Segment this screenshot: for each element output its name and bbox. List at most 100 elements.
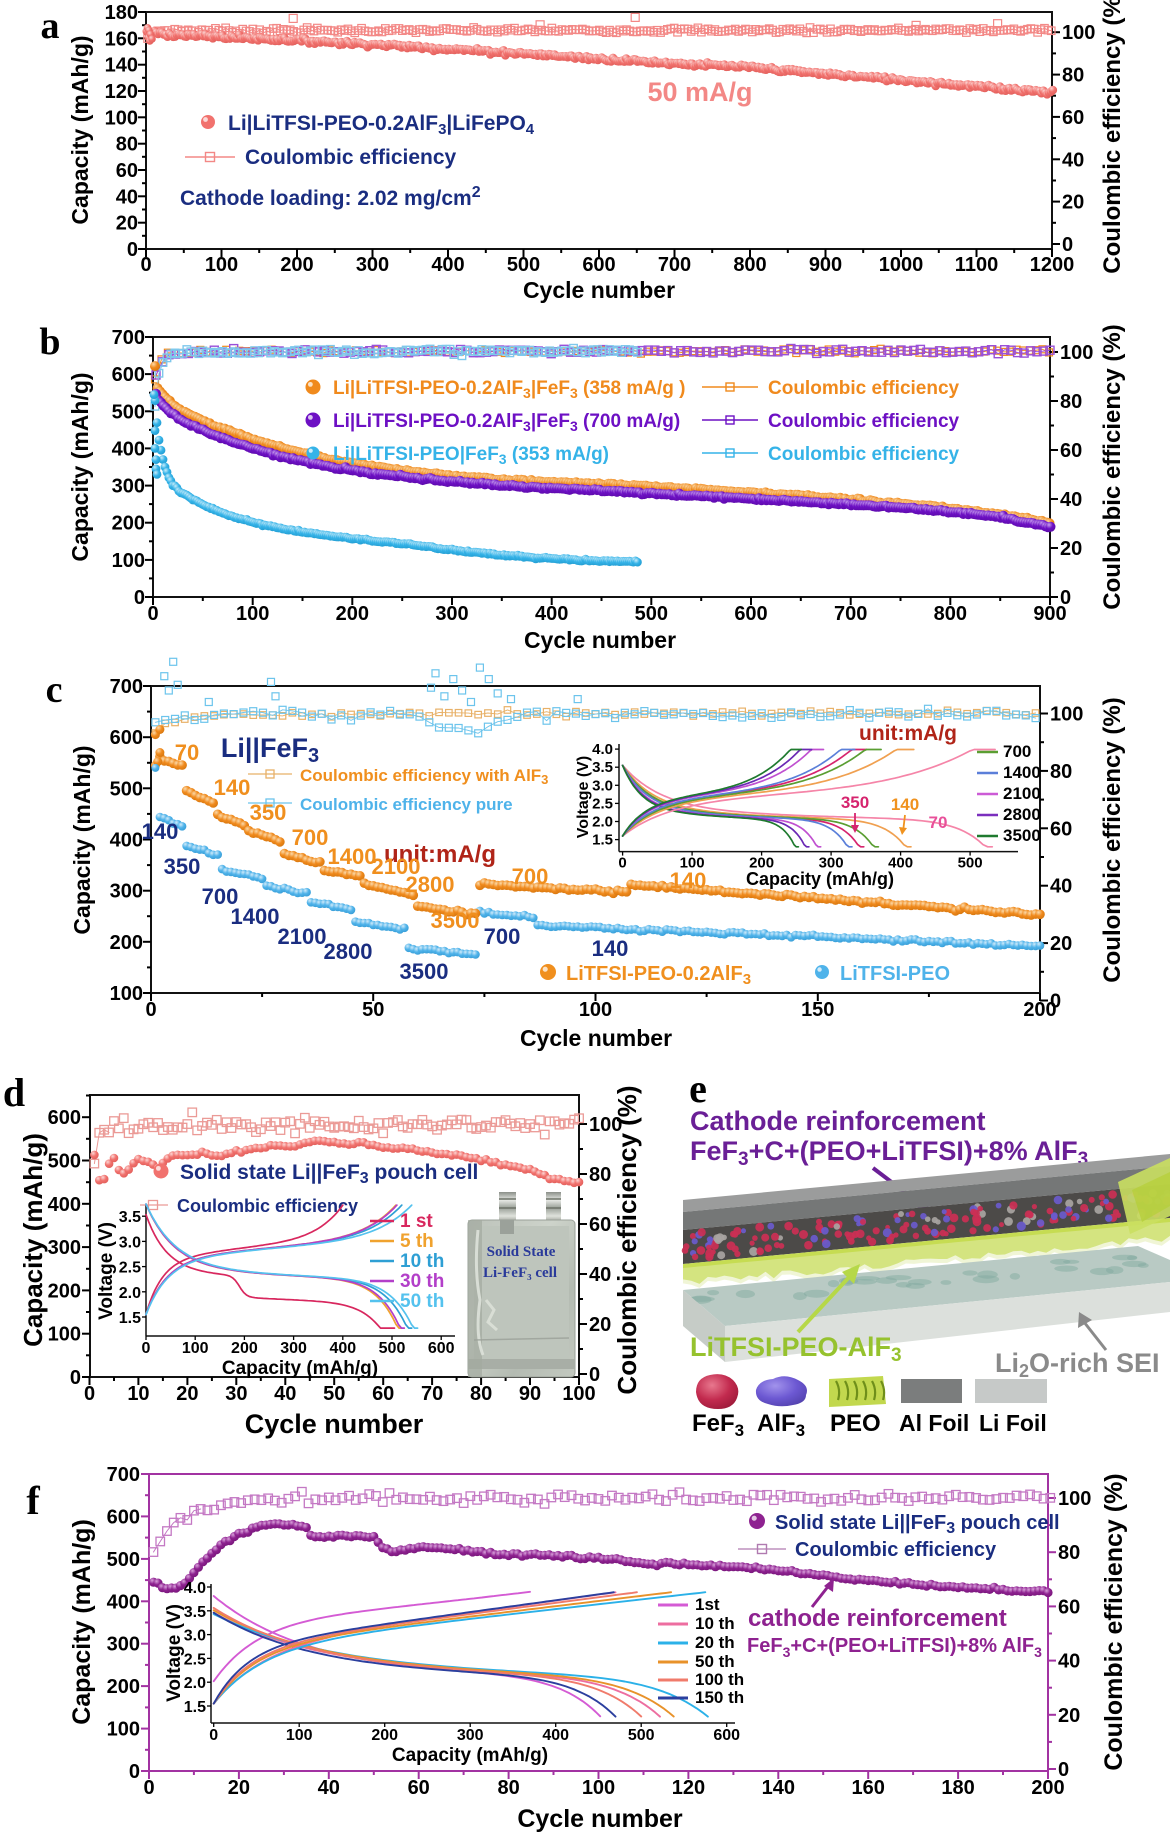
svg-text:Cycle number: Cycle number [517,1805,683,1833]
svg-text:20: 20 [589,1314,611,1336]
svg-text:60: 60 [116,160,138,182]
svg-text:160: 160 [852,1777,885,1799]
svg-text:300: 300 [819,855,844,872]
svg-text:Li|LiTFSI-PEO|FeF3 (353 mA/g): Li|LiTFSI-PEO|FeF3 (353 mA/g) [333,444,609,467]
svg-text:Li|LiTFSI-PEO-0.2AlF3|LiFePO4: Li|LiTFSI-PEO-0.2AlF3|LiFePO4 [228,112,535,138]
svg-text:e: e [689,1066,707,1111]
svg-text:Cycle number: Cycle number [245,1409,424,1439]
svg-text:Coulombic efficiency (%): Coulombic efficiency (%) [1099,0,1126,274]
svg-text:Solid State: Solid State [487,1244,556,1260]
svg-text:400: 400 [110,830,143,852]
svg-text:200: 200 [112,513,145,535]
svg-text:20: 20 [116,213,138,235]
svg-text:700: 700 [202,884,239,909]
svg-text:140: 140 [592,936,629,961]
svg-text:Cathode reinforcement: Cathode reinforcement [690,1106,986,1136]
svg-text:900: 900 [1033,603,1066,625]
svg-text:100: 100 [112,550,145,572]
svg-text:100 th: 100 th [695,1670,744,1689]
svg-text:100: 100 [579,999,612,1021]
svg-text:40: 40 [116,186,138,208]
svg-text:Solid state Li||FeF3 pouch cel: Solid state Li||FeF3 pouch cell [775,1512,1060,1537]
svg-text:60: 60 [408,1777,430,1799]
svg-text:2.5: 2.5 [184,1651,206,1668]
svg-text:Coulombic efficiency: Coulombic efficiency [768,444,960,465]
svg-text:0: 0 [147,603,158,625]
svg-text:400: 400 [431,254,464,276]
svg-text:10 th: 10 th [695,1614,735,1633]
svg-text:70: 70 [175,740,199,765]
svg-text:800: 800 [934,603,967,625]
svg-text:Cycle number: Cycle number [520,1025,672,1051]
svg-text:20: 20 [1062,192,1084,214]
svg-text:2.0: 2.0 [184,1675,206,1692]
svg-text:100: 100 [182,1340,209,1357]
svg-text:Solid state Li||FeF3 pouch cel: Solid state Li||FeF3 pouch cell [180,1161,478,1187]
svg-text:80: 80 [1058,1542,1080,1564]
svg-text:Li||FeF3: Li||FeF3 [221,733,319,767]
svg-text:40: 40 [589,1264,611,1286]
svg-text:0: 0 [209,1727,218,1744]
svg-text:LiTFSI-PEO: LiTFSI-PEO [840,963,950,985]
svg-text:80: 80 [1060,391,1082,413]
svg-text:Al Foil: Al Foil [899,1410,969,1436]
svg-text:100: 100 [48,1324,81,1346]
svg-text:Coulombic efficiency (%): Coulombic efficiency (%) [1100,1473,1128,1770]
svg-text:unit:mA/g: unit:mA/g [859,722,957,745]
svg-text:300: 300 [48,1237,81,1259]
svg-text:Capacity (mAh/g): Capacity (mAh/g) [392,1745,548,1766]
svg-text:Voltage (V): Voltage (V) [96,1222,117,1320]
svg-text:2800: 2800 [324,939,373,964]
svg-text:400: 400 [888,855,913,872]
svg-text:40: 40 [1062,149,1084,171]
svg-text:80: 80 [589,1164,611,1186]
svg-text:1200: 1200 [1030,254,1075,276]
svg-text:3500: 3500 [431,908,480,933]
svg-text:0: 0 [1050,991,1061,1013]
svg-text:Coulombic efficiency (%): Coulombic efficiency (%) [612,1085,642,1394]
svg-text:3.5: 3.5 [592,759,613,776]
svg-text:unit:mA/g: unit:mA/g [384,841,496,868]
svg-text:100: 100 [589,1114,622,1136]
svg-text:Cycle number: Cycle number [524,627,676,653]
svg-text:700: 700 [484,924,521,949]
svg-text:Coulombic efficiency: Coulombic efficiency [768,378,960,399]
svg-text:Li-FeF₃ cell: Li-FeF₃ cell [483,1265,557,1281]
svg-text:100: 100 [1060,342,1093,364]
svg-text:150: 150 [801,999,834,1021]
svg-text:1.5: 1.5 [119,1310,141,1327]
svg-text:1400: 1400 [1003,763,1041,782]
svg-text:700: 700 [658,254,691,276]
svg-text:600: 600 [107,1506,140,1528]
svg-text:1st: 1st [695,1595,720,1614]
svg-text:1400: 1400 [231,904,280,929]
svg-text:Coulombic efficiency: Coulombic efficiency [245,146,457,169]
svg-text:1.5: 1.5 [592,832,613,849]
svg-text:160: 160 [105,28,138,50]
svg-text:40: 40 [1058,1651,1080,1673]
svg-text:20: 20 [228,1777,250,1799]
svg-text:700: 700 [1003,742,1031,761]
svg-text:350: 350 [164,854,201,879]
svg-text:20: 20 [1050,933,1072,955]
svg-text:600: 600 [582,254,615,276]
svg-text:3.0: 3.0 [119,1234,141,1251]
svg-text:20: 20 [1060,538,1082,560]
svg-text:1400: 1400 [328,844,377,869]
svg-text:0: 0 [143,1777,154,1799]
svg-text:500: 500 [48,1151,81,1173]
svg-text:2.5: 2.5 [592,795,613,812]
svg-text:Capacity (mAh/g): Capacity (mAh/g) [69,745,95,934]
svg-text:cathode reinforcement: cathode reinforcement [748,1605,1007,1632]
svg-text:500: 500 [107,1549,140,1571]
svg-text:100: 100 [1058,1488,1091,1510]
svg-text:200: 200 [48,1280,81,1302]
svg-text:200: 200 [336,603,369,625]
svg-text:Cycle number: Cycle number [523,277,675,303]
svg-text:100: 100 [562,1383,595,1405]
svg-text:80: 80 [1062,65,1084,87]
svg-text:1100: 1100 [955,254,998,276]
svg-text:100: 100 [110,983,143,1005]
svg-text:60: 60 [589,1214,611,1236]
svg-text:AlF3: AlF3 [757,1410,805,1440]
